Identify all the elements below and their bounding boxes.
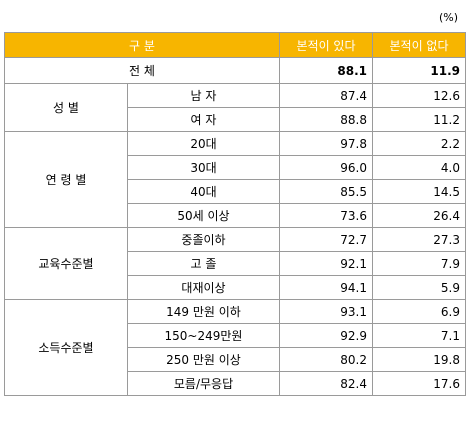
not-seen-value: 4.0: [372, 155, 466, 180]
row-label: 30대: [127, 155, 280, 180]
row-label: 20대: [127, 131, 280, 156]
seen-value: 96.0: [279, 155, 373, 180]
not-seen-value: 5.9: [372, 275, 466, 300]
table-row: 30대 96.0 4.0: [5, 155, 466, 180]
table-row: 모름/무응답 82.4 17.6: [5, 371, 466, 396]
table-row: 고 졸 92.1 7.9: [5, 251, 466, 276]
not-seen-value: 2.2: [372, 131, 466, 156]
table-row: 50세 이상 73.6 26.4: [5, 203, 466, 228]
header-category: 구 분: [4, 32, 280, 58]
row-label: 남 자: [127, 83, 280, 108]
seen-value: 93.1: [279, 299, 373, 324]
group-label: 교육수준별: [4, 227, 128, 300]
group-label: 연 령 별: [4, 131, 128, 228]
row-label: 149 만원 이하: [127, 299, 280, 324]
total-not-seen-value: 11.9: [372, 57, 466, 84]
seen-value: 97.8: [279, 131, 373, 156]
not-seen-value: 26.4: [372, 203, 466, 228]
group-label: 소득수준별: [4, 299, 128, 396]
not-seen-value: 27.3: [372, 227, 466, 252]
row-label: 모름/무응답: [127, 371, 280, 396]
total-seen-value: 88.1: [279, 57, 373, 84]
unit-label: (%): [438, 11, 458, 24]
row-label: 250 만원 이상: [127, 347, 280, 372]
row-label: 50세 이상: [127, 203, 280, 228]
not-seen-value: 12.6: [372, 83, 466, 108]
not-seen-value: 14.5: [372, 179, 466, 204]
seen-value: 82.4: [279, 371, 373, 396]
seen-value: 85.5: [279, 179, 373, 204]
table-row: 소득수준별 149 만원 이하 93.1 6.9: [4, 299, 466, 396]
seen-value: 80.2: [279, 347, 373, 372]
total-row: 전 체 88.1 11.9: [4, 57, 466, 84]
seen-value: 73.6: [279, 203, 373, 228]
table-row: 150~249만원 92.9 7.1: [5, 323, 466, 348]
table-header-row: 구 분 본적이 있다 본적이 없다: [4, 32, 466, 58]
total-label: 전 체: [4, 57, 280, 84]
not-seen-value: 6.9: [372, 299, 466, 324]
seen-value: 88.8: [279, 107, 373, 132]
row-label: 150~249만원: [127, 323, 280, 348]
row-label: 중졸이하: [127, 227, 280, 252]
table-row: 대재이상 94.1 5.9: [5, 275, 466, 300]
row-label: 여 자: [127, 107, 280, 132]
seen-value: 72.7: [279, 227, 373, 252]
row-label: 40대: [127, 179, 280, 204]
group-label: 성 별: [4, 83, 128, 132]
not-seen-value: 7.9: [372, 251, 466, 276]
row-label: 고 졸: [127, 251, 280, 276]
not-seen-value: 11.2: [372, 107, 466, 132]
table-row: 여 자 88.8 11.2: [5, 107, 466, 132]
not-seen-value: 17.6: [372, 371, 466, 396]
table-row: 교육수준별 중졸이하 72.7 27.3: [4, 227, 466, 300]
table-row: 연 령 별 20대 97.8 2.2: [4, 131, 466, 228]
header-seen: 본적이 있다: [279, 32, 373, 58]
seen-value: 94.1: [279, 275, 373, 300]
seen-value: 92.1: [279, 251, 373, 276]
table-row: 250 만원 이상 80.2 19.8: [5, 347, 466, 372]
header-not-seen: 본적이 없다: [372, 32, 466, 58]
table-row: 40대 85.5 14.5: [5, 179, 466, 204]
not-seen-value: 7.1: [372, 323, 466, 348]
not-seen-value: 19.8: [372, 347, 466, 372]
seen-value: 92.9: [279, 323, 373, 348]
seen-value: 87.4: [279, 83, 373, 108]
row-label: 대재이상: [127, 275, 280, 300]
